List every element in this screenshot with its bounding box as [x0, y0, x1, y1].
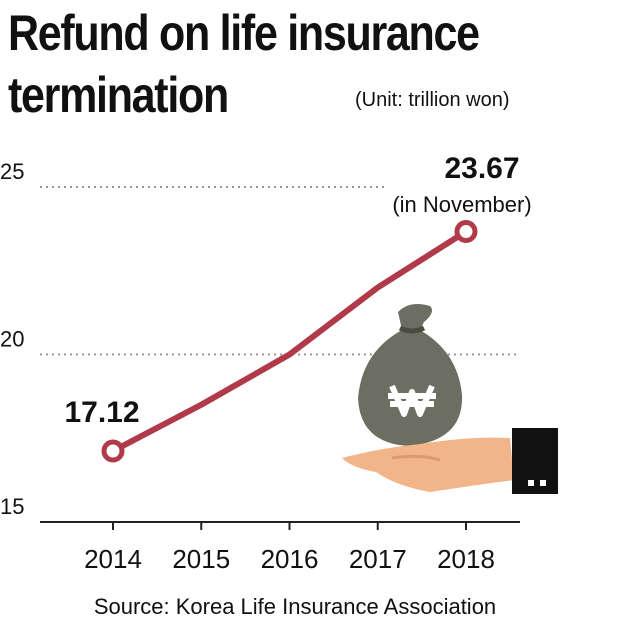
- end-point: [454, 220, 478, 244]
- y-tick-label: 15: [0, 494, 24, 519]
- y-tick-label: 25: [0, 159, 24, 184]
- x-tick-label: 2018: [437, 544, 495, 574]
- x-tick-label: 2016: [261, 544, 319, 574]
- unit-note: (Unit: trillion won): [355, 89, 509, 111]
- start-label: 17.12: [64, 396, 139, 429]
- annotation: (in November): [392, 192, 531, 217]
- x-tick-label: 2015: [172, 544, 230, 574]
- source: Source: Korea Life Insurance Association: [94, 594, 496, 619]
- end-label: 23.67: [444, 152, 519, 185]
- chart-title: Refund on life insurance termination: [8, 5, 480, 123]
- end-point: [101, 439, 125, 463]
- x-tick-label: 2017: [349, 544, 407, 574]
- y-tick-label: 20: [0, 327, 24, 352]
- line: [111, 229, 468, 454]
- illustration: [342, 304, 558, 494]
- x-tick-label: 2014: [84, 544, 142, 574]
